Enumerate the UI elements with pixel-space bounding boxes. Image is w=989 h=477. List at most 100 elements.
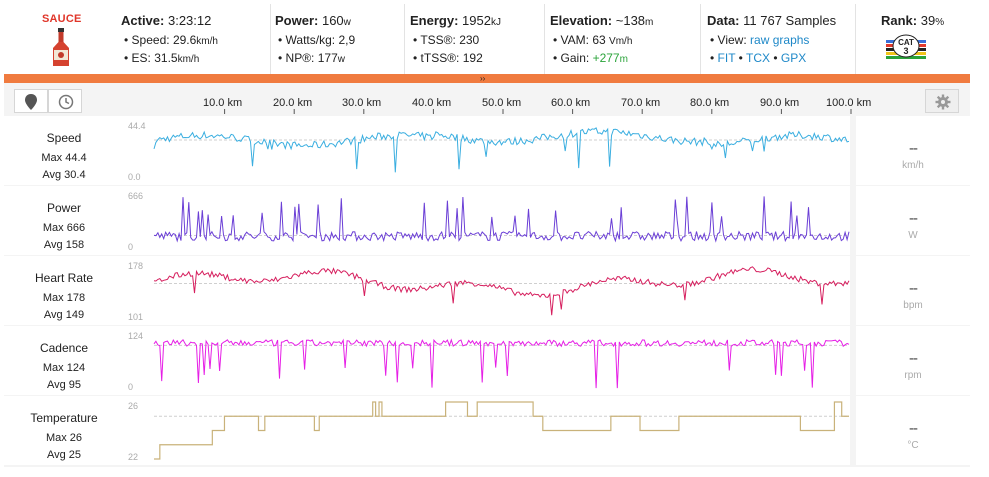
ttss-label: tTSS®: — [420, 51, 460, 65]
y-max-label: 666 — [128, 191, 144, 201]
power-label-box: Power Max 666 Avg 158 — [4, 186, 124, 255]
row-avg: Avg 149 — [43, 309, 85, 321]
heart-rate-line — [153, 266, 850, 316]
elevation-label: Elevation: — [550, 13, 613, 28]
row-avg: Avg 30.4 — [42, 169, 86, 181]
category-badge[interactable]: CAT 3 — [886, 33, 926, 63]
map-button[interactable] — [14, 89, 48, 113]
y-min-label: 101 — [128, 312, 144, 322]
np-unit: w — [337, 54, 346, 65]
brand-name: SAUCE — [42, 13, 82, 25]
temperature-current: -- °C — [856, 396, 970, 465]
current-unit: W — [908, 230, 918, 241]
x-tick-label: 60.0 km — [551, 97, 591, 109]
expand-chevron-icon[interactable]: ›› — [480, 74, 486, 83]
y-min-label: 0 — [128, 382, 134, 392]
row-name: Power — [46, 201, 81, 215]
heart-rate-plot[interactable]: 178 101 — [124, 256, 850, 325]
gpx-link[interactable]: GPX — [780, 51, 807, 65]
temperature-line — [154, 401, 849, 460]
energy-value: 1952 — [462, 13, 491, 28]
x-tick-label: 10.0 km — [203, 97, 243, 109]
cadence-plot[interactable]: 124 0 — [124, 326, 850, 395]
x-tick-label: 70.0 km — [621, 97, 661, 109]
stats-header: SAUCE Active: 3:23:12 • Speed: 29.6km/h … — [4, 4, 970, 74]
row-name: Temperature — [30, 411, 98, 425]
x-tick-label: 30.0 km — [342, 97, 382, 109]
x-tick-label: 20.0 km — [273, 97, 313, 109]
temperature-steps — [154, 401, 849, 460]
x-tick-label: 80.0 km — [690, 97, 730, 109]
rank-value: 39 — [920, 13, 936, 28]
row-max: Max 44.4 — [41, 152, 87, 164]
current-unit: °C — [907, 440, 919, 451]
time-button[interactable] — [48, 89, 82, 113]
cadence-line — [153, 338, 850, 389]
np-label: NP®: — [285, 51, 315, 65]
row-avg: Avg 158 — [43, 239, 85, 251]
power-value: 160 — [321, 13, 344, 28]
y-max-label: 124 — [128, 331, 144, 341]
data-stat: Data: 11 767 Samples • View: raw graphs … — [701, 4, 856, 74]
temperature-label-box: Temperature Max 26 Avg 25 — [4, 396, 124, 465]
row-name: Speed — [46, 131, 82, 145]
y-min-label: 0.0 — [128, 172, 141, 182]
temperature-plot[interactable]: 26 22 — [124, 396, 850, 465]
gain-label: Gain: — [560, 51, 590, 65]
heart-rate-row: Heart Rate Max 178 Avg 149 178 101 -- bp… — [4, 256, 970, 326]
power-unit: w — [343, 17, 351, 28]
speed-plot[interactable]: 44.4 0.0 — [124, 116, 850, 185]
row-max: Max 124 — [42, 362, 86, 374]
series-line — [153, 338, 850, 389]
current-unit: rpm — [904, 370, 922, 381]
clock-icon — [58, 94, 74, 110]
vam-unit: Vm/h — [609, 36, 633, 47]
gain-value: +277 — [592, 51, 620, 65]
sauce-logo[interactable]: SAUCE — [4, 4, 116, 74]
power-current: -- W — [856, 186, 970, 255]
speed-line — [153, 127, 850, 173]
vam-value: 63 — [592, 33, 606, 47]
power-plot[interactable]: 666 0 — [124, 186, 850, 255]
fit-link[interactable]: FIT — [717, 51, 736, 65]
energy-unit: kJ — [490, 17, 501, 28]
row-avg: Avg 25 — [46, 449, 82, 461]
map-pin-icon — [25, 94, 37, 110]
elevation-stat: Elevation: ~138m • VAM: 63 Vm/h • Gain: … — [545, 4, 701, 74]
series-line — [153, 127, 850, 173]
tcx-link[interactable]: TCX — [745, 51, 770, 65]
speed-row: Speed Max 44.4 Avg 30.4 44.4 0.0 -- km/h — [4, 116, 970, 186]
x-tick-label: 90.0 km — [760, 97, 800, 109]
row-max: Max 666 — [42, 222, 86, 234]
x-tick-label: 40.0 km — [412, 97, 452, 109]
x-tick-label: 50.0 km — [482, 97, 522, 109]
power-stat: Power: 160w • Watts/kg: 2,9 • NP®: 177w — [271, 4, 405, 74]
current-value: -- — [909, 350, 918, 367]
view-graphs-link[interactable]: graphs — [772, 33, 810, 47]
header-divider — [4, 74, 970, 83]
speed-label: Speed: — [131, 33, 170, 47]
es-value: 31.5 — [154, 51, 178, 65]
gear-icon — [935, 94, 951, 110]
rank-label: Rank: — [881, 13, 918, 28]
current-value: -- — [909, 140, 918, 157]
wkg-label: Watts/kg: — [285, 33, 336, 47]
energy-stat: Energy: 1952kJ • TSS®: 230 • tTSS®: 192 — [405, 4, 545, 74]
energy-label: Energy: — [410, 13, 459, 28]
rank-stat: Rank: 39% CAT 3 — [856, 4, 970, 74]
elevation-value: ~138 — [615, 13, 646, 28]
vam-label: VAM: — [560, 33, 589, 47]
cadence-label-box: Cadence Max 124 Avg 95 — [4, 326, 124, 395]
heart-rate-label-box: Heart Rate Max 178 Avg 149 — [4, 256, 124, 325]
tss-label: TSS®: — [420, 33, 456, 47]
current-unit: km/h — [902, 160, 924, 171]
active-value: 3:23:12 — [167, 13, 212, 28]
cadence-row: Cadence Max 124 Avg 95 124 0 -- rpm — [4, 326, 970, 396]
tss-value: 230 — [459, 33, 480, 47]
settings-button[interactable] — [925, 89, 959, 113]
view-raw-link[interactable]: raw — [750, 33, 770, 47]
y-max-label: 178 — [128, 261, 144, 271]
row-avg: Avg 95 — [46, 379, 82, 391]
y-min-label: 22 — [128, 452, 139, 462]
x-tick-marks — [224, 109, 852, 114]
